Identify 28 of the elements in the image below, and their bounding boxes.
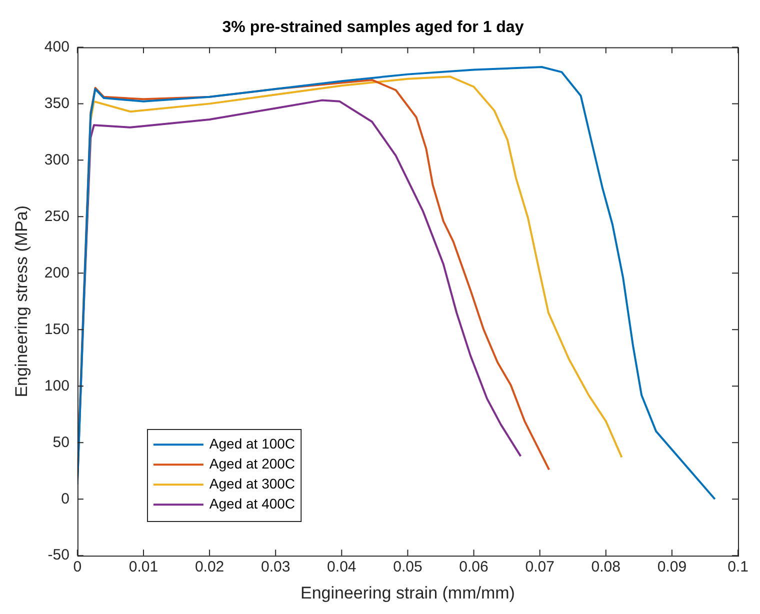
legend-label: Aged at 300C [209,475,296,492]
y-tick-label: 100 [44,377,70,394]
y-tick-label: 300 [44,151,70,168]
x-tick-label: 0.04 [327,558,356,576]
x-tick-label: 0.1 [728,558,748,576]
y-axis-title: Engineering stress (MPa) [12,205,31,398]
x-tick-label: 0.02 [194,558,224,576]
y-tick-label: 250 [44,208,70,225]
legend-label: Aged at 100C [209,435,296,452]
y-tick-label: 150 [44,320,70,338]
y-tick-label: 350 [44,94,70,112]
chart-title: 3% pre-strained samples aged for 1 day [222,19,524,36]
x-tick-label: 0.03 [260,558,290,576]
y-tick-label: 0 [61,490,70,508]
x-tick-label: 0.08 [591,558,620,576]
x-tick-label: 0 [73,558,82,576]
x-tick-label: 0.09 [657,558,687,576]
x-tick-label: 0.06 [459,558,488,576]
x-tick-label: 0.07 [525,558,554,576]
y-tick-label: 200 [44,264,70,282]
legend-label: Aged at 400C [209,495,296,512]
y-tick-label: 50 [52,434,70,451]
y-tick-label: 400 [44,38,70,56]
x-tick-label: 0.05 [393,558,422,576]
y-tick-label: -50 [48,546,70,564]
x-axis-title: Engineering strain (mm/mm) [300,583,515,602]
x-tick-label: 0.01 [128,558,158,576]
legend-label: Aged at 200C [209,455,296,472]
